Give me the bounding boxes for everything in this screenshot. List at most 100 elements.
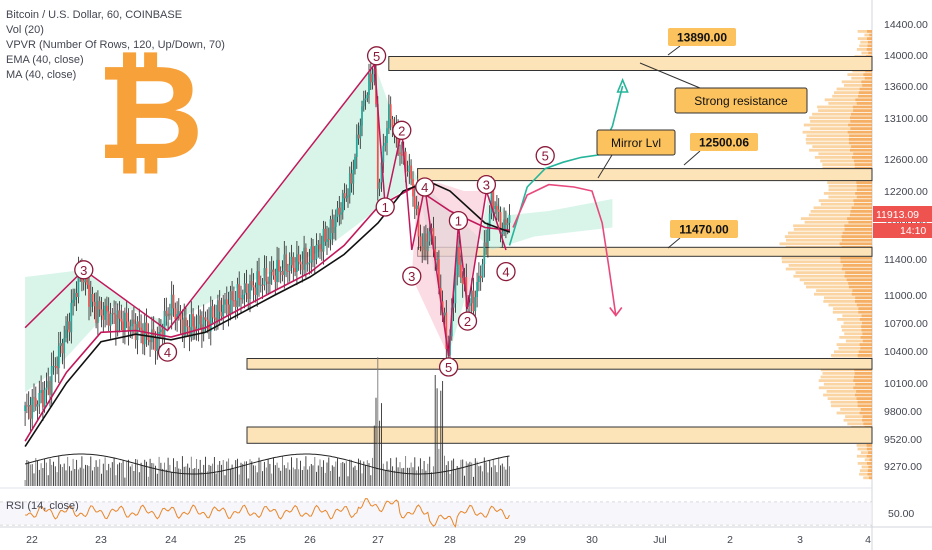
time-tick-label: 4 [865, 534, 871, 546]
vpvr-row [828, 102, 872, 105]
vpvr-row-down [852, 105, 872, 109]
legend-indicator-ema[interactable]: EMA (40, close) [6, 54, 84, 66]
candle-up [326, 239, 328, 242]
candle-up [380, 162, 383, 183]
candle-down [86, 278, 89, 285]
candle-down [133, 319, 135, 324]
candle-down [401, 154, 403, 156]
zone-5[interactable] [246, 426, 873, 444]
wave-label-4[interactable]: 1 [375, 197, 395, 217]
vpvr-row [823, 300, 872, 303]
vpvr-row [823, 393, 872, 397]
vpvr-row [804, 220, 872, 224]
candle-up [306, 263, 309, 265]
legend-indicator-ma[interactable]: MA (40, close) [6, 69, 77, 81]
vpvr-row [860, 40, 872, 44]
candle-down [261, 284, 264, 286]
vpvr-row [843, 321, 872, 325]
vpvr-row-down [861, 328, 872, 332]
vpvr-row [860, 451, 872, 454]
wave-label-10[interactable]: 2 [457, 311, 478, 331]
candle-down [220, 311, 223, 317]
wave-label-12[interactable]: 4 [496, 261, 516, 282]
vpvr-row-down [848, 138, 872, 141]
wave-label-2[interactable]: 4 [157, 342, 178, 362]
time-tick-label: 23 [95, 534, 107, 546]
wave-label-circle [415, 177, 435, 197]
wave-label-7[interactable]: 4 [415, 177, 435, 197]
vpvr-row-down [860, 408, 872, 411]
wave-label-text: 5 [373, 49, 380, 64]
candle-down [505, 219, 507, 225]
wave-label-5[interactable]: 2 [392, 120, 412, 140]
candle-down [82, 280, 85, 283]
candle-up [170, 294, 173, 316]
vpvr-row-down [867, 40, 872, 44]
candle-up [313, 259, 316, 261]
vpvr-row [824, 98, 872, 102]
zone-4[interactable] [246, 358, 873, 370]
wave-label-1[interactable]: 3 [74, 260, 94, 280]
candle-up [27, 405, 30, 407]
candle-down [174, 308, 177, 320]
bearish-projection-line [512, 183, 617, 316]
vpvr-row [817, 105, 872, 109]
zone-2[interactable] [417, 168, 873, 182]
candle-up [50, 366, 53, 395]
zone-1[interactable] [388, 56, 873, 71]
candle-up [322, 228, 325, 252]
candle-up [241, 294, 244, 300]
zone-label-13890[interactable]: 13890.00 [667, 28, 736, 56]
wave-label-8[interactable]: 5 [438, 357, 459, 377]
strong-resistance-callout-box [674, 87, 808, 114]
candle-down [142, 329, 144, 345]
candle-up [163, 310, 166, 339]
wave-label-9[interactable]: 1 [448, 210, 469, 231]
candle-down [439, 287, 442, 302]
time-tick-label: 22 [26, 534, 38, 546]
vpvr-row [818, 152, 872, 156]
vpvr-row-down [861, 325, 872, 328]
wave-label-13[interactable]: 5 [535, 146, 555, 166]
zone-label-11470[interactable]: 11470.00 [667, 220, 738, 249]
callouts: 13890.00 12500.06 11470.00 Strong resistanc… [596, 28, 808, 249]
vpvr-row [793, 274, 872, 278]
wave-label-6[interactable]: 3 [402, 266, 422, 286]
candle-up [334, 216, 337, 227]
zone-label-12500[interactable]: 12500.06 [683, 133, 758, 166]
vpvr-row [793, 224, 872, 228]
wave-label-11[interactable]: 3 [476, 174, 497, 195]
candle-up [347, 195, 349, 197]
wave-label-3[interactable]: 5 [366, 46, 387, 66]
candle-up [470, 290, 473, 304]
vpvr-row [861, 51, 872, 55]
rsi-label[interactable]: RSI (14, close) [6, 500, 79, 512]
candle-up [364, 98, 367, 101]
vpvr-row [814, 156, 872, 159]
vpvr-row-down [861, 314, 872, 318]
vpvr-row [841, 328, 872, 332]
vpvr-row-down [862, 332, 872, 336]
time-tick-label: 2 [727, 534, 733, 546]
mirror-level-callout-box [596, 129, 676, 156]
candle-down [233, 300, 235, 302]
legend-indicator-vpvr[interactable]: VPVR (Number Of Rows, 120, Up/Down, 70) [6, 39, 225, 51]
vpvr-row [805, 138, 872, 141]
wave-label-circle [438, 357, 459, 377]
mirror-level-callout[interactable]: Mirror Lvl [596, 129, 676, 179]
vpvr-row [833, 307, 872, 310]
wave-label-circle [392, 120, 412, 140]
candle-down [192, 314, 194, 327]
candle-down [438, 259, 440, 288]
vpvr-row-down [853, 386, 872, 390]
strong-resistance-callout[interactable]: Strong resistance [639, 62, 808, 114]
candle-up [352, 169, 355, 184]
candle-down [172, 294, 175, 309]
candle-up [340, 212, 342, 215]
candle-down [26, 405, 28, 407]
wave-label-circle [448, 210, 469, 231]
candle-down [425, 233, 427, 252]
legend-indicator-volume[interactable]: Vol (20) [6, 24, 44, 36]
candle-up [303, 247, 305, 270]
